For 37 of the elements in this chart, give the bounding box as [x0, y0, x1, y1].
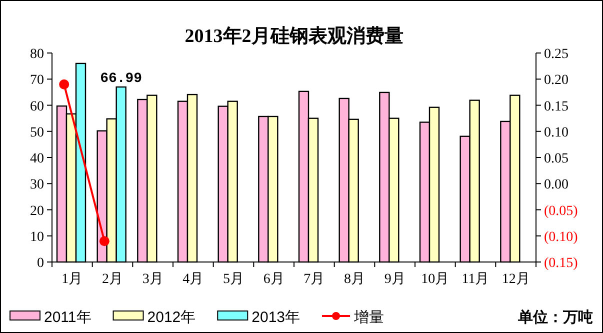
y2-tick-label: 0.05 — [544, 152, 568, 166]
legend-label: 2012年 — [147, 309, 196, 326]
data-label: 66.99 — [100, 70, 142, 87]
y2-tick-label: 0.10 — [544, 125, 568, 140]
legend-label: 2013年 — [252, 309, 300, 326]
y2-tick-label: 0.15 — [544, 99, 568, 114]
y2-tick-label: (0.05) — [544, 204, 578, 219]
legend-label: 2011年 — [44, 309, 92, 326]
y-tick-label: 0 — [37, 256, 44, 271]
x-tick-label: 7月 — [304, 272, 325, 287]
y-tick-label: 80 — [30, 47, 44, 62]
y-tick-label: 50 — [30, 125, 44, 140]
x-tick-label: 6月 — [263, 272, 284, 287]
x-tick-label: 12月 — [502, 272, 530, 287]
y2-tick-label: 0.20 — [544, 73, 568, 88]
x-tick-label: 3月 — [142, 272, 164, 287]
text: 单位：万吨 — [517, 309, 593, 326]
y-tick-label: 40 — [30, 152, 44, 166]
x-tick-label: 1月 — [62, 272, 83, 287]
legend-label: 增量 — [353, 309, 384, 326]
y-tick-label: 30 — [30, 178, 44, 193]
y-tick-label: 10 — [30, 230, 44, 245]
y2-tick-label: (0.10) — [544, 230, 578, 245]
y-tick-label: 60 — [30, 99, 44, 114]
x-tick-label: 8月 — [344, 272, 365, 287]
chart-title: 2013年2月硅钢表观消费量 — [184, 25, 404, 47]
y-tick-label: 20 — [30, 204, 44, 219]
x-tick-label: 9月 — [384, 272, 406, 287]
x-tick-label: 11月 — [462, 272, 490, 287]
x-tick-label: 4月 — [182, 272, 204, 287]
y-tick-label: 70 — [30, 73, 44, 88]
y2-tick-label: (0.15) — [544, 256, 578, 271]
y2-tick-label: 0.00 — [544, 178, 568, 193]
x-tick-label: 2月 — [102, 272, 123, 287]
y2-tick-label: 0.25 — [544, 47, 568, 62]
x-tick-label: 5月 — [223, 272, 244, 287]
x-tick-label: 10月 — [421, 272, 450, 287]
